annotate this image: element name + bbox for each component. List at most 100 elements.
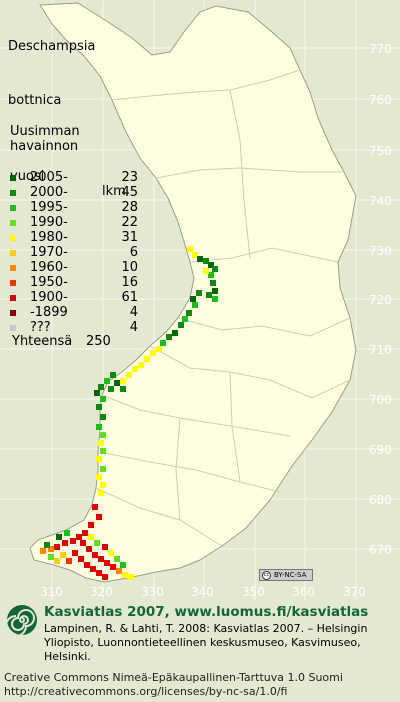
occurrence-square	[203, 258, 209, 264]
map-y-label: 700	[369, 393, 392, 407]
occurrence-square	[120, 378, 126, 384]
map-y-label: 720	[369, 293, 392, 307]
map-x-label: 330	[141, 585, 164, 599]
occurrence-square	[132, 366, 138, 372]
legend-row: 1960- 10	[10, 260, 138, 275]
occurrence-square	[212, 296, 218, 302]
legend-year-label: 1960-	[30, 260, 68, 275]
occurrence-square	[66, 558, 72, 564]
occurrence-square	[96, 570, 102, 576]
occurrence-square	[96, 424, 102, 430]
occurrence-square	[96, 474, 102, 480]
occurrence-square	[102, 574, 108, 580]
occurrence-square	[98, 490, 104, 496]
legend-row: -1899 4	[10, 305, 138, 320]
occurrence-square	[84, 562, 90, 568]
occurrence-square	[86, 546, 92, 552]
occurrence-square	[110, 372, 116, 378]
occurrence-square	[54, 544, 60, 550]
occurrence-square	[172, 330, 178, 336]
occurrence-square	[94, 540, 100, 546]
legend-year-label: ???	[30, 320, 51, 335]
legend-count: 45	[121, 185, 138, 200]
occurrence-square	[128, 574, 134, 580]
occurrence-square	[64, 530, 70, 536]
legend-swatch	[10, 235, 16, 241]
occurrence-square	[92, 552, 98, 558]
legend-swatch	[10, 325, 16, 331]
occurrence-square	[196, 290, 202, 296]
map-y-label: 680	[369, 493, 392, 507]
occurrence-square	[88, 534, 94, 540]
legend-row: 1970- 6	[10, 245, 138, 260]
occurrence-square	[90, 566, 96, 572]
occurrence-square	[187, 246, 193, 252]
occurrence-square	[94, 390, 100, 396]
legend-swatch	[10, 295, 16, 301]
occurrence-square	[56, 534, 62, 540]
legend-year-label: 1980-	[30, 230, 68, 245]
occurrence-square	[206, 292, 212, 298]
legend-swatch	[10, 205, 16, 211]
occurrence-square	[102, 544, 108, 550]
legend-col-count: lkm	[102, 184, 126, 199]
atlas-title: Kasviatlas 2007, www.luomus.fi/kasviatla…	[44, 604, 369, 620]
occurrence-square	[156, 346, 162, 352]
occurrence-square	[80, 540, 86, 546]
species-name-line1: Deschampsia	[8, 39, 96, 54]
occurrence-square	[108, 550, 114, 556]
legend-count: 4	[129, 305, 138, 320]
occurrence-square	[160, 340, 166, 346]
occurrence-square	[72, 550, 78, 556]
occurrence-square	[212, 266, 218, 272]
occurrence-square	[190, 296, 196, 302]
species-name-line2: bottnica	[8, 93, 62, 108]
legend-row: 1950- 16	[10, 275, 138, 290]
legend-heading: Uusimman havainnon vuosi lkm	[10, 124, 130, 199]
occurrence-square	[210, 280, 216, 286]
occurrence-square	[60, 552, 66, 558]
occurrence-square	[104, 560, 110, 566]
legend-count: 28	[121, 200, 138, 215]
legend-swatch	[10, 265, 16, 271]
legend-swatch	[10, 280, 16, 286]
occurrence-square	[150, 350, 156, 356]
legend-row: ??? 4	[10, 320, 138, 335]
legend-heading-line1: Uusimman	[10, 124, 80, 139]
occurrence-square	[104, 378, 110, 384]
occurrence-square	[110, 564, 116, 570]
occurrence-square	[138, 362, 144, 368]
map-y-label: 670	[369, 543, 392, 557]
occurrence-square	[120, 562, 126, 568]
occurrence-square	[48, 554, 54, 560]
map-y-label: 690	[369, 443, 392, 457]
occurrence-square	[126, 372, 132, 378]
legend-year-label: 2005-	[30, 170, 68, 185]
license-line2: http://creativecommons.org/licenses/by-n…	[4, 685, 288, 698]
legend-swatch	[10, 220, 16, 226]
occurrence-square	[88, 522, 94, 528]
occurrence-square	[108, 386, 114, 392]
legend-count: 4	[129, 320, 138, 335]
map-x-label: 310	[40, 585, 63, 599]
legend-count: 61	[121, 290, 138, 305]
legend-swatch	[10, 310, 16, 316]
occurrence-square	[98, 384, 104, 390]
kasviatlas-logo-icon	[6, 605, 37, 636]
occurrence-square	[92, 504, 98, 510]
occurrence-square	[48, 546, 54, 552]
legend-swatch	[10, 190, 16, 196]
species-name: Deschampsia bottnica	[8, 2, 95, 128]
map-y-label: 760	[369, 93, 392, 107]
legend-count: 6	[129, 245, 138, 260]
occurrence-square	[98, 440, 104, 446]
occurrence-square	[40, 548, 46, 554]
legend-swatch	[10, 250, 16, 256]
map-x-label: 360	[292, 585, 315, 599]
map-y-label: 710	[369, 343, 392, 357]
license-text: Creative Commons Nimeä-Epäkaupallinen-Ta…	[4, 671, 343, 699]
occurrence-square	[197, 256, 203, 262]
legend-count: 16	[121, 275, 138, 290]
map-y-label: 750	[369, 144, 392, 158]
occurrence-square	[166, 334, 172, 340]
